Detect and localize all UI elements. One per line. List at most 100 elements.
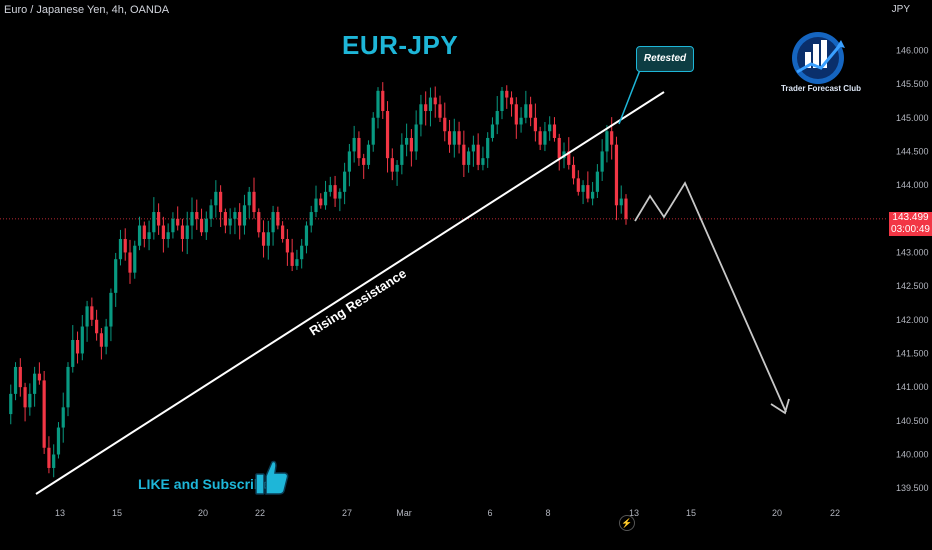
candle-body bbox=[381, 90, 385, 112]
candle-body bbox=[47, 447, 51, 468]
candle-body bbox=[624, 198, 628, 219]
candle-body bbox=[614, 144, 619, 206]
candle-body bbox=[90, 306, 94, 320]
candle-body bbox=[414, 124, 418, 152]
candle-body bbox=[304, 225, 309, 246]
candle-body bbox=[195, 212, 199, 219]
candle-body bbox=[405, 137, 409, 145]
candle-body bbox=[581, 185, 585, 192]
candle-body bbox=[576, 178, 580, 192]
candle-body bbox=[610, 131, 614, 145]
candle-body bbox=[600, 151, 604, 172]
candle-body bbox=[281, 225, 285, 239]
candle-body bbox=[428, 97, 433, 112]
y-tick-label: 139.500 bbox=[896, 483, 929, 493]
candle-body bbox=[23, 387, 27, 408]
candle-body bbox=[471, 144, 475, 152]
x-tick-label: Mar bbox=[396, 508, 412, 518]
candle-body bbox=[605, 131, 609, 152]
rising-resistance-line bbox=[35, 91, 665, 495]
y-tick-label: 144.000 bbox=[896, 180, 929, 190]
candle-body bbox=[204, 218, 208, 233]
candle-body bbox=[85, 306, 89, 327]
candle-body bbox=[95, 319, 99, 334]
candle-body bbox=[562, 151, 566, 159]
candle-body bbox=[500, 90, 504, 112]
candle-body bbox=[152, 212, 156, 233]
candle-body bbox=[118, 238, 123, 260]
candle-body bbox=[257, 212, 261, 233]
candle-body bbox=[190, 212, 194, 226]
candle-body bbox=[371, 117, 375, 145]
candle-body bbox=[323, 191, 328, 206]
candle-body bbox=[400, 144, 404, 165]
candle-body bbox=[352, 137, 356, 152]
candle-body bbox=[366, 144, 371, 165]
candle-body bbox=[71, 340, 75, 367]
candle-body bbox=[514, 104, 518, 125]
candle-body bbox=[61, 407, 65, 428]
candle-body bbox=[166, 232, 170, 239]
x-tick-label: 8 bbox=[545, 508, 550, 518]
candle-body bbox=[557, 137, 561, 159]
candle-body bbox=[567, 151, 571, 165]
candle-body bbox=[619, 198, 623, 206]
candle-body bbox=[285, 238, 289, 253]
candle-body bbox=[529, 104, 533, 118]
candle-body bbox=[343, 171, 347, 192]
candle-body bbox=[295, 259, 299, 266]
candle-body bbox=[99, 333, 103, 347]
x-tick-label: 6 bbox=[487, 508, 492, 518]
candle-body bbox=[443, 117, 447, 132]
candle-body bbox=[56, 427, 61, 455]
candle-body bbox=[533, 117, 537, 132]
y-tick-label: 145.000 bbox=[896, 113, 929, 123]
y-tick-label: 145.500 bbox=[896, 79, 929, 89]
retested-pointer bbox=[618, 69, 641, 125]
candle-body bbox=[13, 366, 18, 394]
y-tick-label: 144.500 bbox=[896, 146, 929, 156]
candle-body bbox=[591, 191, 595, 199]
y-tick-label: 142.500 bbox=[896, 281, 929, 291]
projection-arrowhead bbox=[770, 398, 790, 415]
last-price-tag: 143.499 03:00:49 bbox=[889, 212, 932, 236]
candle-body bbox=[390, 158, 394, 172]
candle-body bbox=[157, 212, 161, 226]
last-price: 143.499 bbox=[892, 212, 929, 223]
candle-body bbox=[519, 117, 523, 125]
candle-body bbox=[242, 205, 247, 226]
candle-body bbox=[357, 137, 361, 159]
candle-body bbox=[524, 104, 528, 118]
candle-body bbox=[481, 158, 485, 165]
candle-body bbox=[309, 212, 313, 226]
candle-body bbox=[28, 393, 32, 408]
candle-body bbox=[176, 218, 180, 226]
projection-path bbox=[634, 181, 787, 413]
candle-body bbox=[586, 185, 590, 199]
x-tick-label: 22 bbox=[255, 508, 265, 518]
candle-body bbox=[142, 225, 146, 239]
candle-body bbox=[219, 191, 223, 213]
flash-icon[interactable]: ⚡ bbox=[619, 515, 635, 531]
candle-body bbox=[424, 104, 428, 112]
x-tick-label: 15 bbox=[686, 508, 696, 518]
candle-body bbox=[419, 104, 423, 125]
candle-body bbox=[261, 232, 266, 246]
candle-body bbox=[128, 252, 132, 273]
x-tick-label: 13 bbox=[629, 508, 639, 518]
y-tick-label: 141.000 bbox=[896, 382, 929, 392]
candle-body bbox=[80, 326, 84, 354]
candle-body bbox=[104, 326, 108, 347]
logo-text: Trader Forecast Club bbox=[780, 84, 862, 93]
candle-body bbox=[595, 171, 599, 192]
candle-body bbox=[252, 191, 256, 213]
candle-body bbox=[452, 131, 456, 145]
candle-body bbox=[271, 212, 275, 233]
candle-body bbox=[433, 97, 437, 105]
y-tick-label: 146.000 bbox=[896, 45, 929, 55]
candle-body bbox=[161, 225, 165, 239]
candle-body bbox=[571, 164, 576, 179]
candle-body bbox=[247, 191, 251, 206]
candle-body bbox=[114, 259, 118, 293]
